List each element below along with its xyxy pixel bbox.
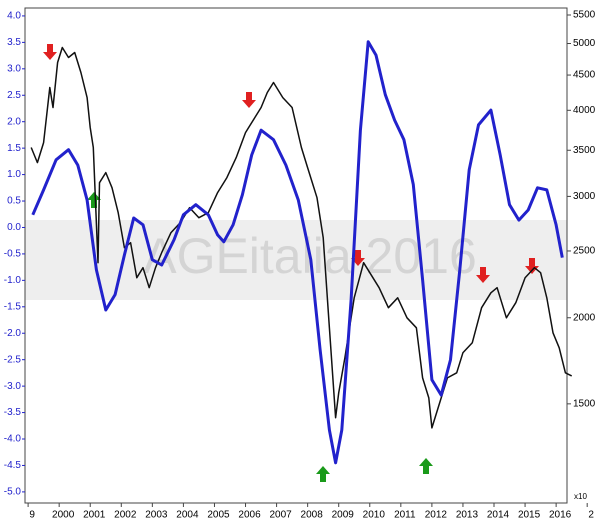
x-tick-label: 2009 xyxy=(332,510,355,521)
y-tick-label: 0.5 xyxy=(7,196,21,207)
x-tick-label: 2001 xyxy=(83,510,106,521)
y-tick-label: 0.0 xyxy=(7,222,21,233)
x-tick-label: 2007 xyxy=(269,510,292,521)
plot-frame xyxy=(24,7,568,504)
y-tick-label: -4.0 xyxy=(4,434,22,445)
sell-arrow xyxy=(525,258,539,274)
y-tick-label: 4.0 xyxy=(7,11,21,22)
series-line xyxy=(31,40,564,465)
x-tick-label: 2006 xyxy=(238,510,261,521)
x-tick-label: 2015 xyxy=(518,510,541,521)
y2-tick-label: 2000 xyxy=(573,312,596,323)
sell-arrow xyxy=(476,267,490,283)
x-tick-label: 2003 xyxy=(145,510,168,521)
y2-tick-label: 5000 xyxy=(573,38,596,49)
y-tick-label: -3.5 xyxy=(4,407,22,418)
y-tick-label: 1.0 xyxy=(7,169,21,180)
y-tick-label: -3.0 xyxy=(4,381,22,392)
x-tick-label: 2002 xyxy=(114,510,137,521)
x-tick-label: 2014 xyxy=(487,510,510,521)
buy-arrow xyxy=(316,466,330,482)
y2-tick-label: 5500 xyxy=(573,10,596,21)
highlight-band xyxy=(25,220,567,300)
y2-tick-label: 3000 xyxy=(573,191,596,202)
buy-arrow xyxy=(419,458,433,474)
y-tick-label: 2.5 xyxy=(7,90,21,101)
x-tick-label: 2011 xyxy=(394,510,416,521)
y-tick-label: 1.5 xyxy=(7,143,21,154)
y-tick-label: -4.5 xyxy=(4,460,22,471)
x-tick-label: 2005 xyxy=(207,510,230,521)
x-tick-label: 2000 xyxy=(52,510,75,521)
y-tick-label: 3.5 xyxy=(7,37,21,48)
x-tick-label: 2008 xyxy=(301,510,324,521)
x-tick-label: 2010 xyxy=(363,510,386,521)
sell-arrow xyxy=(242,92,256,108)
x-tick-label: 2004 xyxy=(176,510,199,521)
y-tick-label: -2.5 xyxy=(4,354,22,365)
x-tick-label: 2013 xyxy=(456,510,479,521)
buy-arrow xyxy=(87,192,101,208)
y2-axis-label: x10 xyxy=(574,492,587,501)
series-line xyxy=(30,46,573,429)
x-tick-label: 2016 xyxy=(549,510,572,521)
y2-tick-label: 1500 xyxy=(573,398,596,409)
y-tick-label: -0.5 xyxy=(4,249,22,260)
y-tick-label: -5.0 xyxy=(4,487,22,498)
y2-tick-label: 3500 xyxy=(573,145,596,156)
y-tick-label: 2.0 xyxy=(7,116,21,127)
y-tick-label: 3.0 xyxy=(7,63,21,74)
y-tick-label: -1.5 xyxy=(4,301,22,312)
y-tick-label: -1.0 xyxy=(4,275,22,286)
x-tick-label: 2012 xyxy=(425,510,448,521)
y-tick-label: -2.0 xyxy=(4,328,22,339)
x-tick-label: 2 xyxy=(588,510,594,521)
sell-arrow xyxy=(43,44,57,60)
x-tick-label: 9 xyxy=(29,510,35,521)
y2-tick-label: 4000 xyxy=(573,105,596,116)
y2-tick-label: 4500 xyxy=(573,70,596,81)
y2-tick-label: 2500 xyxy=(573,246,596,257)
